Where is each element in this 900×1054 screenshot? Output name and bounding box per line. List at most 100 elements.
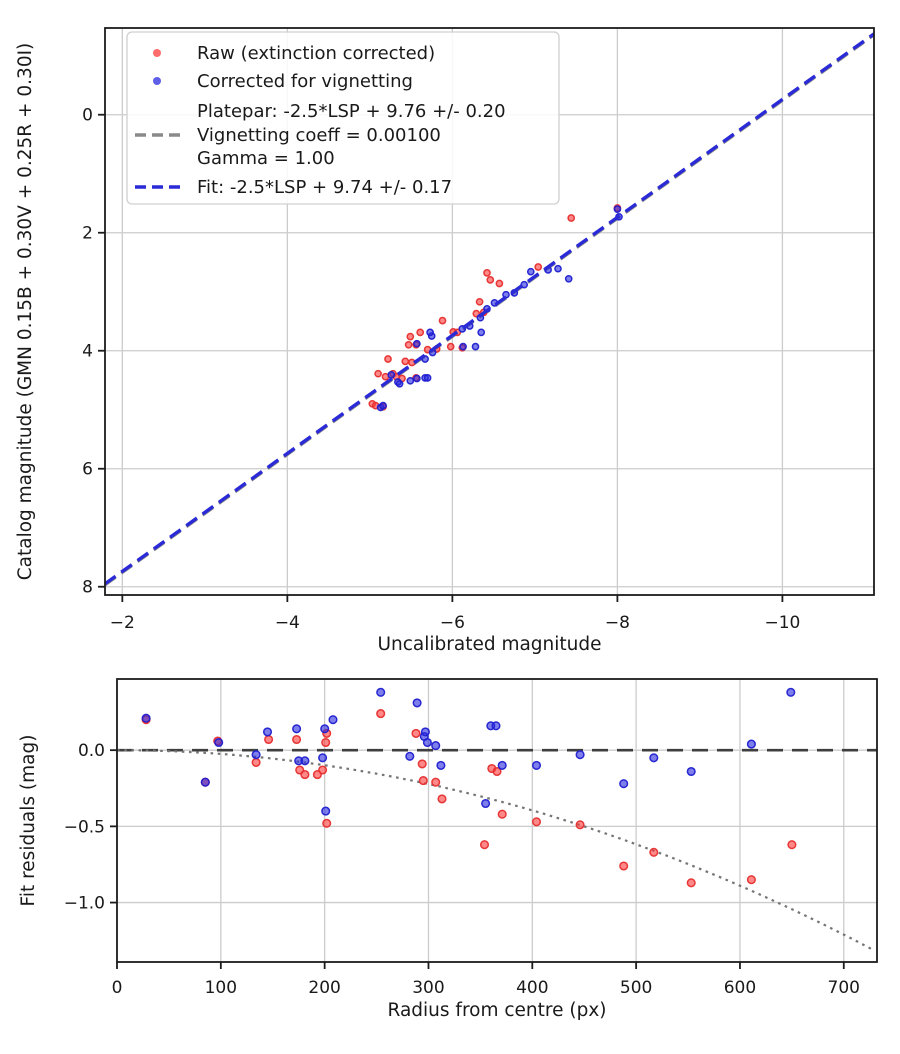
data-point [526,267,535,276]
data-point [416,328,425,337]
data-point [300,770,310,780]
data-point [491,721,501,731]
raw-points [141,709,797,888]
data-point [214,737,224,748]
data-point [575,820,585,830]
data-point [564,274,573,283]
legend-entry: Platepar: -2.5*LSP + 9.76 +/- 0.20 Vignet… [135,101,506,169]
data-point [405,751,415,761]
y-tick-label: 8 [82,578,93,598]
data-point [395,379,404,388]
data-point [320,724,330,734]
data-point [479,840,490,850]
data-point [413,374,421,383]
x-tick-label: 400 [516,978,548,998]
data-point [619,861,629,871]
x-tick-label: −2 [110,613,135,633]
x-tick-label: −8 [605,613,630,633]
data-point [686,878,696,888]
x-tick-label: 100 [205,978,237,998]
data-point [531,760,542,770]
data-point [318,765,328,775]
fit-residuals-plot: 0 100 200 300 400 500 600 700 0.0 −0.5 −1.0 Radius … [18,678,878,1021]
data-point [318,753,328,763]
plot-frame [116,678,878,963]
data-point [376,709,386,719]
legend-entry: Raw (extinction corrected) [153,43,435,64]
data-point [328,715,338,725]
data-point [420,727,430,737]
data-point [292,724,302,734]
x-tick-label: −10 [764,613,800,633]
data-point [746,739,756,749]
x-axis-label: Radius from centre (px) [388,1000,607,1021]
data-point [497,760,507,770]
legend-label: Corrected for vignetting [197,71,413,92]
data-point [322,818,332,828]
data-point [379,401,387,410]
magnitude-calibration-plot: −2 −4 −6 −8 −10 0 2 4 6 8 Uncalibrated magnitude Ca… [15,27,875,655]
data-point [264,734,274,745]
data-point [686,766,696,777]
legend: Raw (extinction corrected) Corrected for … [126,31,560,205]
axis-ticks: 0 100 200 300 400 500 600 700 0.0 −0.5 −1.0 [64,741,860,998]
legend-label: Raw (extinction corrected) [197,43,435,64]
data-point [619,779,629,789]
data-point [534,263,543,271]
data-point [422,737,432,748]
data-point [417,759,427,769]
data-point [575,750,585,760]
data-point [481,798,491,809]
data-point [251,757,261,767]
data-point [492,766,502,777]
data-point [431,777,441,787]
fit-line [105,32,874,586]
y-tick-label: 0.0 [78,741,105,761]
y-tick-label: 4 [82,342,93,362]
y-tick-label: 2 [82,224,93,244]
vignetting-model-curve-line [117,749,876,952]
legend-entry: Fit: -2.5*LSP + 9.74 +/- 0.17 [135,177,452,198]
data-point [495,279,504,288]
legend-marker-dot [153,77,161,85]
data-point [374,369,382,378]
x-tick-label: −4 [275,613,300,633]
x-tick-label: 0 [112,978,123,998]
data-point [321,737,331,748]
data-point [406,376,415,385]
data-point [412,698,422,708]
data-point [459,342,467,351]
data-point [376,687,386,697]
legend-marker-dot [153,49,161,57]
data-point [649,847,659,857]
x-tick-label: 600 [724,978,756,998]
x-tick-label: −6 [440,613,465,633]
data-point [786,687,796,697]
data-point [431,741,441,751]
data-point [787,840,797,850]
data-point [418,776,428,786]
data-point [426,328,434,337]
x-axis-label: Uncalibrated magnitude [377,634,601,655]
data-point [413,339,421,348]
y-tick-label: −0.5 [64,817,105,837]
data-point [613,205,622,213]
data-point [554,264,562,273]
data-point [471,342,480,351]
data-point [384,355,392,363]
vignetting-points [141,687,796,816]
data-point [401,357,410,366]
data-point [746,875,756,885]
data-point [300,756,310,766]
data-point [404,340,413,349]
x-tick-label: 200 [308,978,340,998]
y-axis-label: Fit residuals (mag) [18,735,39,907]
data-point [497,809,507,819]
data-point [531,817,542,827]
y-tick-label: 0 [82,106,93,126]
data-point [292,734,302,745]
data-point [436,760,446,770]
data-point [567,214,576,222]
data-point [262,727,273,737]
